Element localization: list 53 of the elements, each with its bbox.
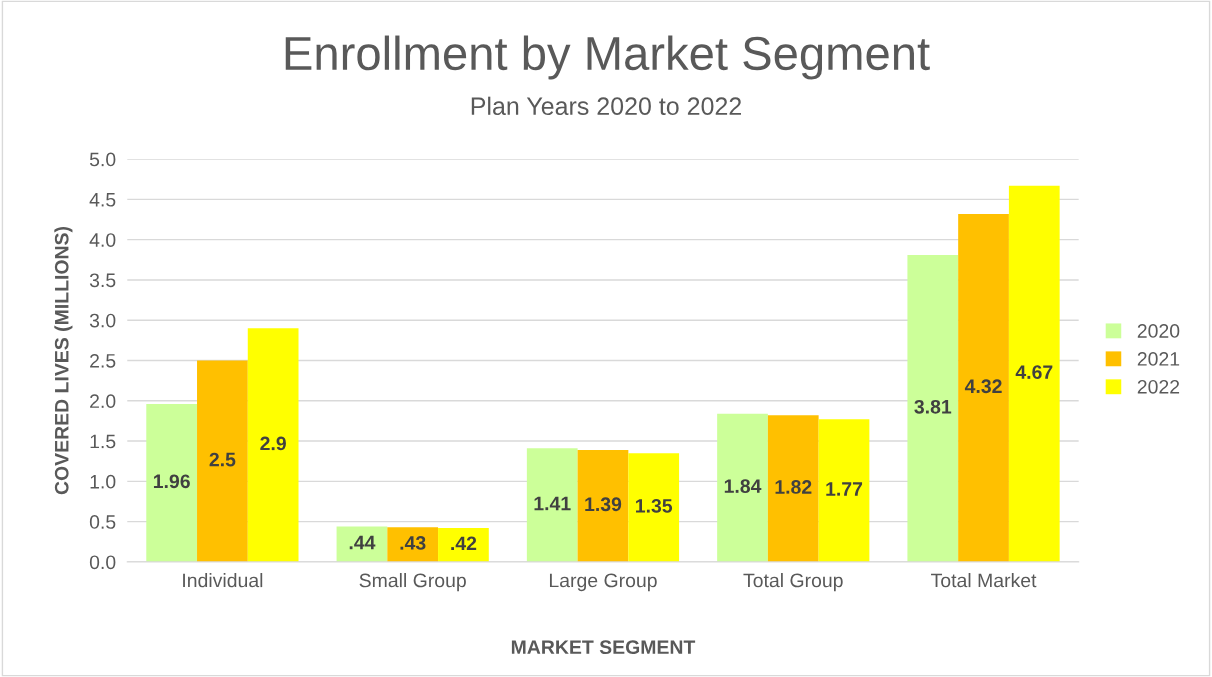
x-tick-label: Large Group (549, 573, 657, 592)
y-tick-label: 0.5 (89, 515, 116, 529)
data-label: 1.96 (153, 474, 190, 489)
data-label: 1.41 (534, 496, 571, 511)
bar (577, 449, 629, 562)
bar (247, 328, 299, 562)
bar (628, 453, 680, 562)
chart-title: Enrollment by Market Segment (285, 35, 930, 80)
chart-subtitle: Plan Years 2020 to 2022 (471, 96, 741, 116)
x-tick-label: Individual (183, 573, 263, 588)
y-tick-label: 0.0 (89, 555, 116, 570)
data-label: 4.32 (964, 379, 1002, 394)
bar (526, 448, 578, 562)
data-label: .43 (400, 536, 426, 550)
x-tick-label: Small Group (359, 573, 466, 592)
bar (438, 528, 489, 562)
bar (146, 404, 198, 562)
data-label: 1.82 (775, 480, 812, 494)
data-label: 2.5 (209, 452, 236, 467)
y-axis-title: COVERED LIVES (MILLIONS) (54, 226, 73, 495)
y-tick-label: 4.5 (89, 193, 116, 207)
y-tick-label: 1.5 (90, 434, 116, 449)
legend-label: 2020 (1137, 324, 1180, 338)
y-tick-label: 2.5 (90, 353, 116, 368)
bar (336, 526, 388, 562)
y-tick-label: 5.0 (89, 152, 116, 167)
bar (818, 419, 870, 562)
x-tick-label: Total Market (931, 573, 1037, 588)
bar (197, 360, 248, 562)
bar (907, 254, 959, 562)
x-axis-title: MARKET SEGMENT (511, 640, 696, 655)
y-tick-label: 4.0 (89, 233, 116, 247)
bar (387, 527, 439, 562)
data-label: .44 (349, 535, 376, 550)
data-label: 4.67 (1015, 365, 1053, 380)
x-tick-label: Total Group (743, 573, 843, 592)
data-label: .42 (451, 536, 477, 551)
data-label: 3.81 (914, 399, 952, 414)
y-tick-label: 3.5 (89, 273, 116, 288)
legend-label: 2021 (1137, 352, 1180, 366)
bar (717, 413, 768, 562)
y-tick-label: 3.0 (89, 313, 116, 328)
data-label: 1.39 (585, 497, 622, 512)
bar (1008, 185, 1060, 562)
data-label: 1.77 (826, 482, 863, 496)
data-label: 2.9 (260, 436, 286, 451)
data-label: 1.35 (636, 498, 673, 513)
bar (958, 213, 1009, 562)
y-tick-label: 1.0 (90, 474, 116, 489)
data-label: 1.84 (724, 479, 762, 494)
y-tick-label: 2.0 (90, 394, 116, 409)
legend-label: 2022 (1137, 379, 1180, 394)
bar (767, 415, 819, 562)
